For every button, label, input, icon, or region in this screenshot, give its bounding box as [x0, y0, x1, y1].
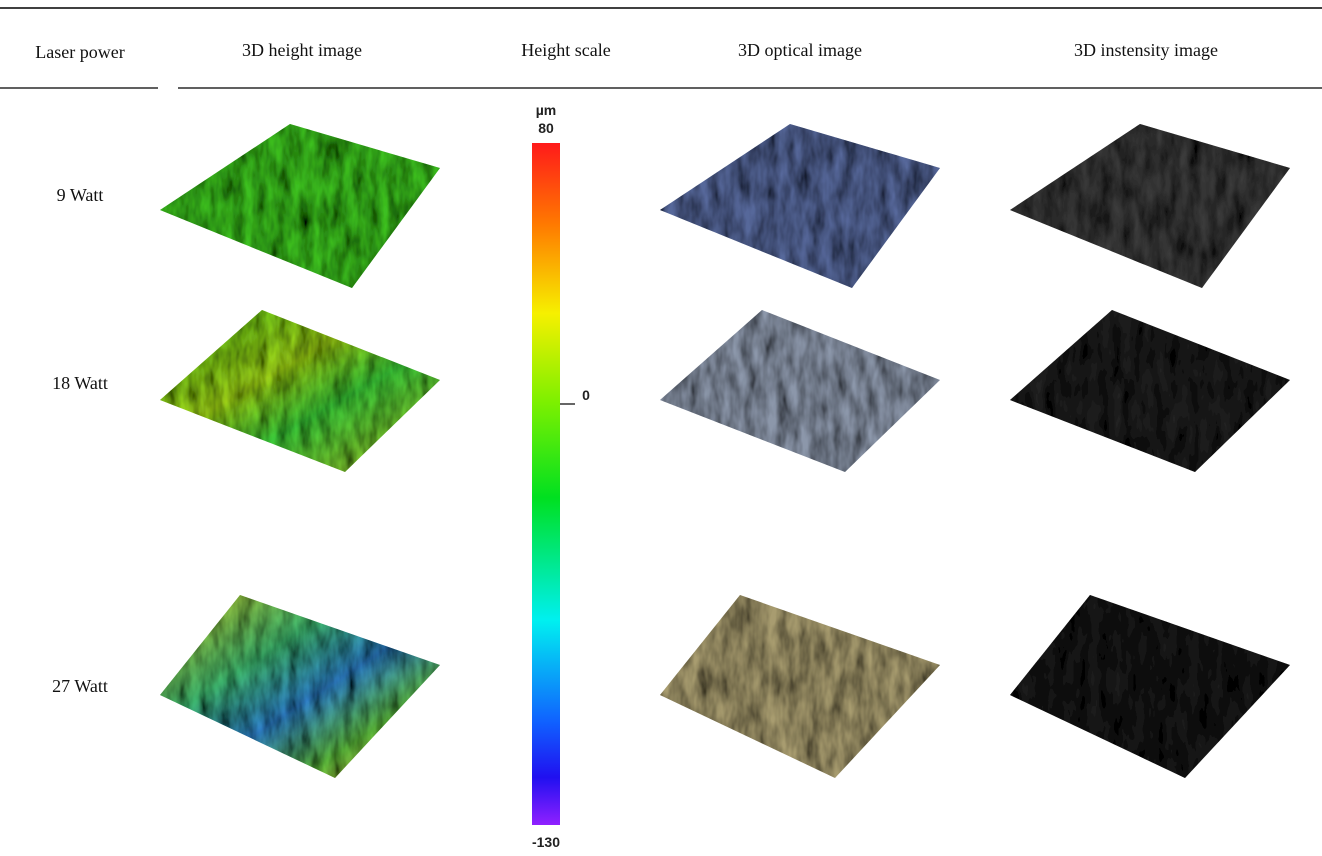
header-cell: 3D optical image [738, 38, 862, 62]
intensity-surface [1010, 124, 1290, 288]
colorbar-min: -130 [532, 834, 560, 850]
height-surface [160, 310, 440, 472]
optical-surface [660, 124, 940, 288]
figure-art [0, 0, 1322, 856]
optical-surface [660, 310, 940, 472]
intensity-surface [1010, 310, 1290, 472]
height-surface [160, 595, 440, 778]
optical-surface [660, 595, 940, 778]
figure-table: Laser power 3D height image Height scale… [0, 0, 1322, 856]
colorbar-zero: 0 [582, 387, 590, 403]
height-surface [160, 124, 440, 288]
height-colorbar [532, 143, 560, 825]
row-label: 9 Watt [57, 183, 104, 207]
header-cell: Height scale [521, 38, 610, 62]
intensity-surface [1010, 595, 1290, 778]
row-label: 27 Watt [52, 674, 108, 698]
header-cell: Laser power [35, 40, 125, 64]
colorbar-max: 80 [538, 120, 554, 136]
header-cell: 3D height image [242, 38, 362, 62]
row-label: 18 Watt [52, 371, 108, 395]
colorbar-unit: µm [536, 102, 557, 118]
header-cell: 3D instensity image [1074, 38, 1218, 62]
